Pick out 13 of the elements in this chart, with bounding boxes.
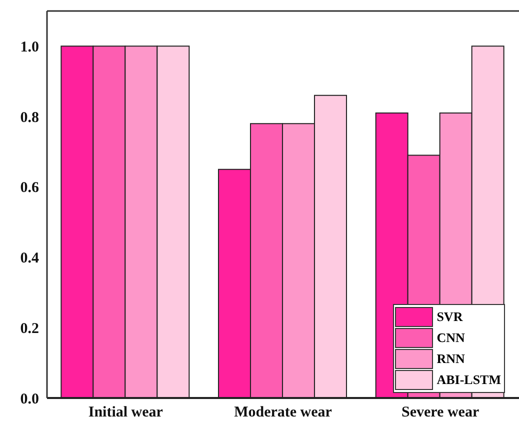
y-tick-label: 0.8 [20,110,39,126]
y-tick-label: 0.6 [20,180,40,196]
legend-label: RNN [436,351,465,367]
legend-label: ABI-LSTM [436,372,501,388]
y-tick-label: 0.0 [20,391,39,408]
x-tick-label: Initial wear [88,404,164,421]
y-tick-label: 0.2 [20,320,39,337]
x-tick-label: Severe wear [402,404,480,421]
x-tick-label: Moderate wear [234,404,332,421]
legend-label: SVR [436,309,463,325]
legend-label: CNN [436,330,465,346]
y-tick-label: 0.4 [20,250,40,267]
y-tick-label: 1.0 [20,40,39,56]
